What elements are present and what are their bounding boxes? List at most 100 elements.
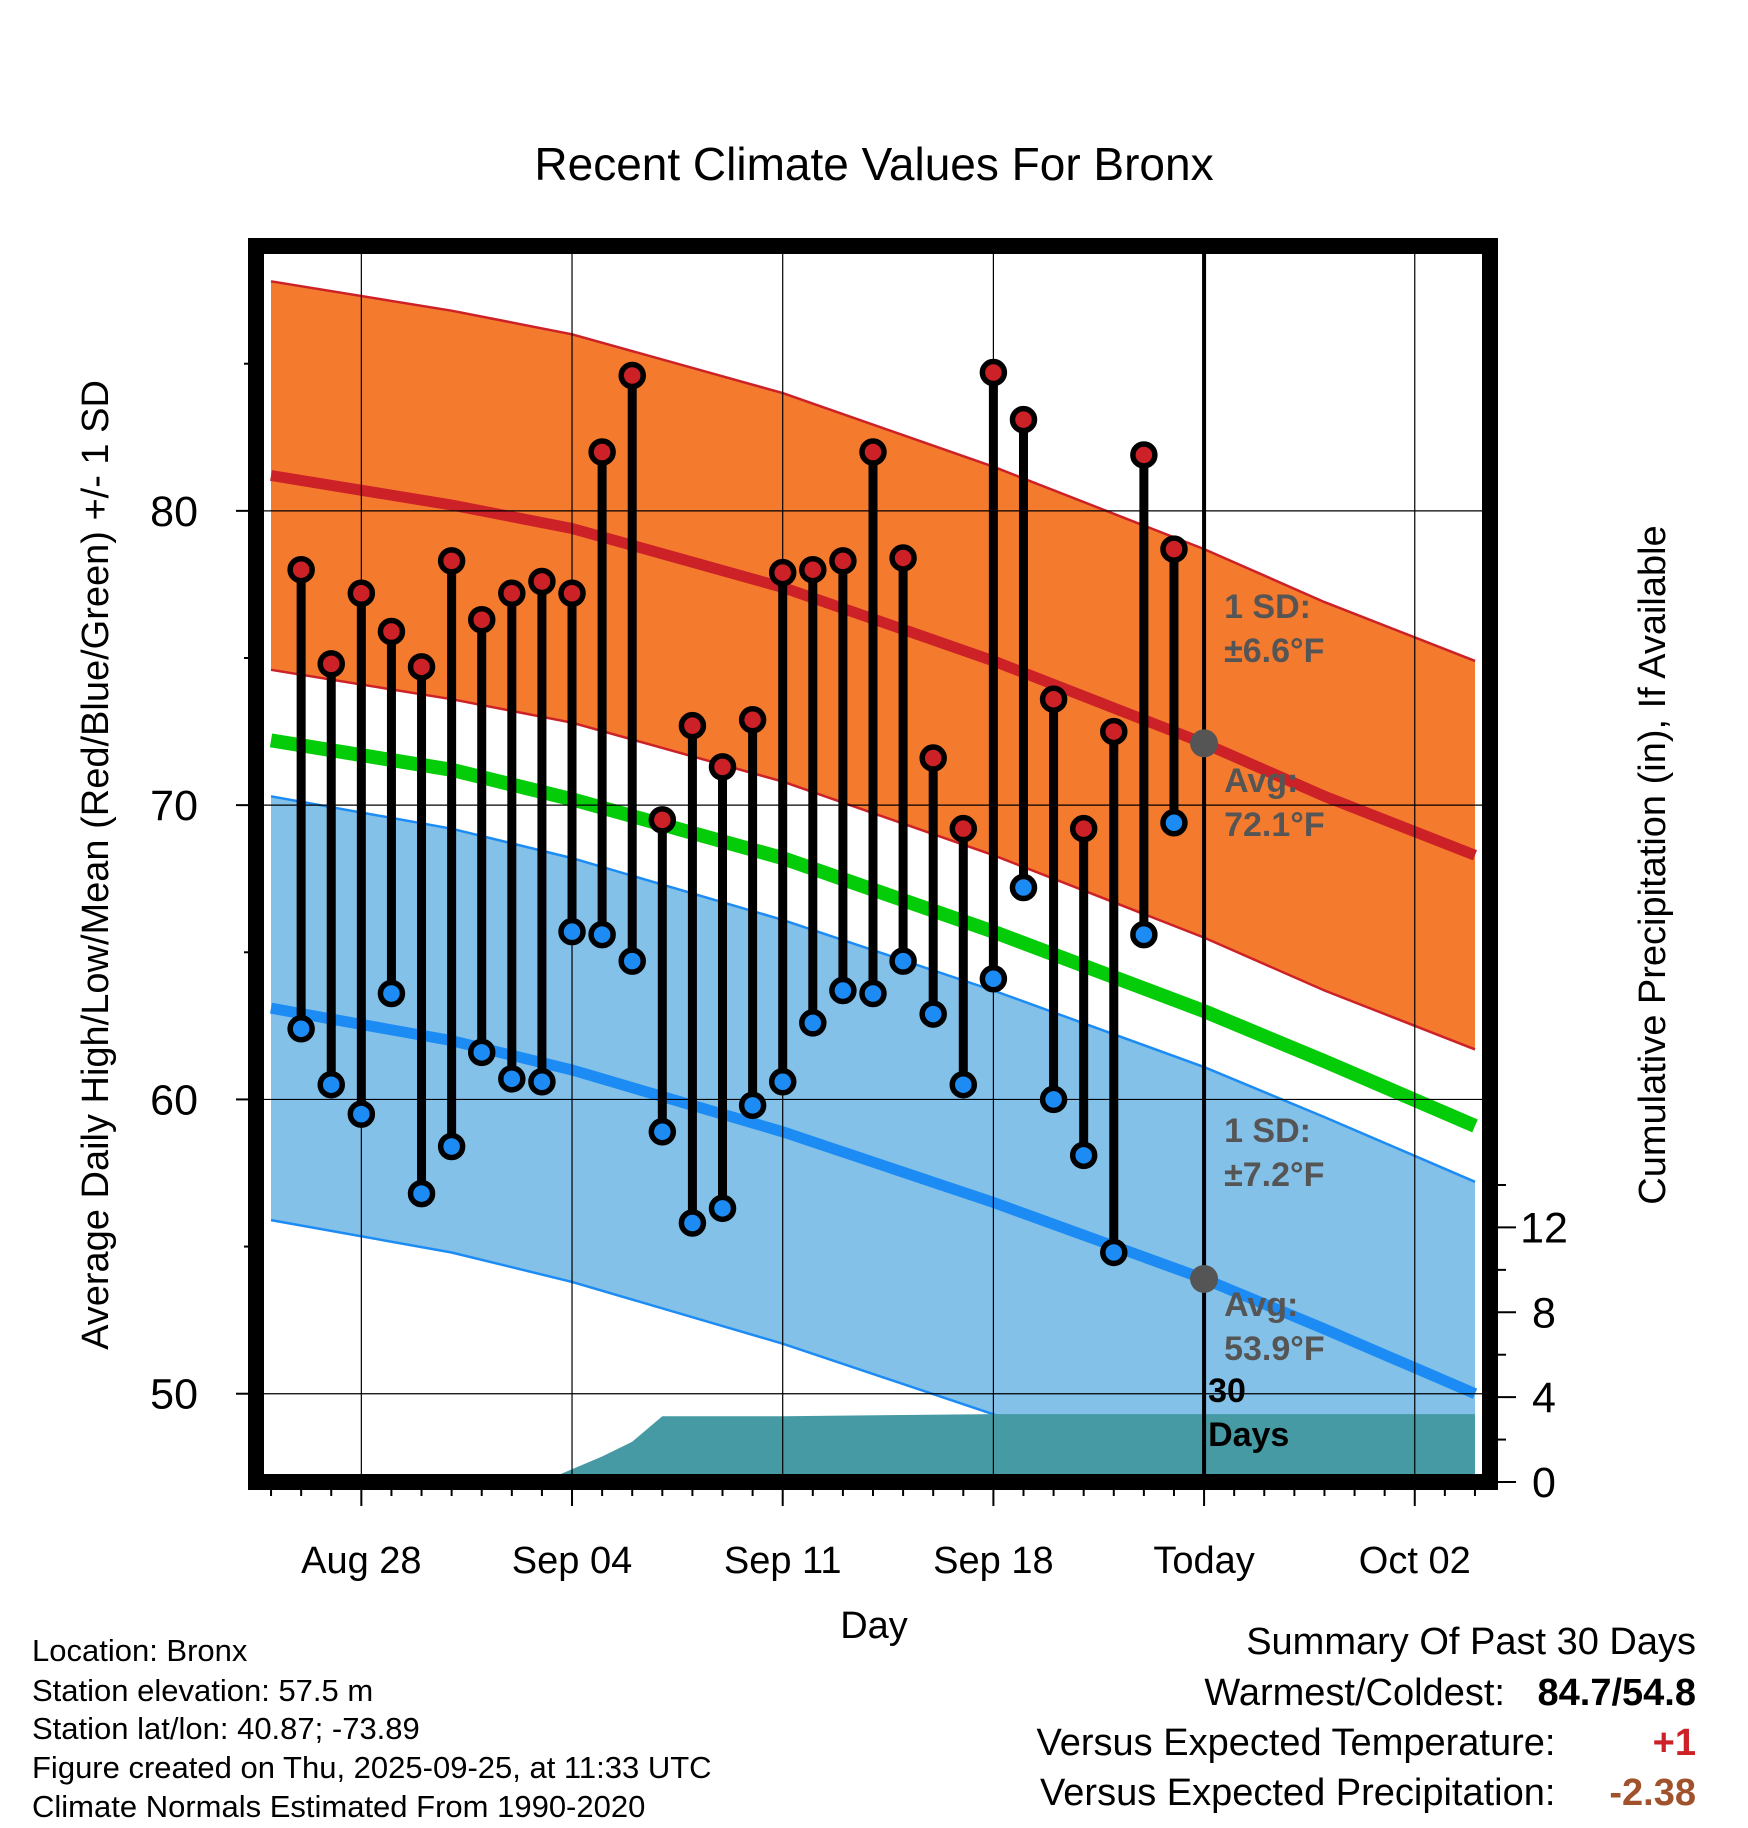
footer-location: Location: Bronx: [32, 1633, 248, 1668]
daily-high-point: [919, 744, 947, 772]
daily-high-point: [859, 438, 887, 466]
daily-low-point: [588, 920, 616, 949]
summary-warmest-label: Warmest/Coldest:: [1204, 1672, 1505, 1714]
daily-high-point: [768, 558, 797, 587]
daily-low-point: [859, 979, 887, 1008]
today-low-avg-annotation: Avg: 53.9°F: [1224, 1286, 1325, 1368]
plot-frame: [248, 238, 1498, 1490]
daily-high-point: [498, 579, 526, 608]
daily-low-point: [799, 1009, 827, 1037]
daily-high-point: [588, 438, 616, 466]
daily-high-point: [618, 361, 646, 390]
daily-low-point: [558, 917, 586, 946]
daily-low-point: [347, 1100, 376, 1128]
daily-high-point: [528, 567, 556, 596]
daily-high-point: [1009, 405, 1038, 434]
daily-high-point: [1160, 535, 1188, 563]
daily-low-point: [1039, 1085, 1068, 1114]
daily-low-point: [829, 976, 857, 1005]
summary-precip-label: Versus Expected Precipitation:: [1040, 1772, 1556, 1814]
daily-high-point: [889, 544, 917, 572]
y-tick-label: 70: [150, 782, 198, 830]
daily-low-point: [528, 1068, 556, 1096]
daily-low-point: [889, 947, 917, 975]
daily-low-point: [738, 1091, 767, 1120]
normal-high-line: [270, 470, 1478, 861]
y2-tick-label: 12: [1520, 1204, 1568, 1252]
chart-title: Recent Climate Values For Bronx: [534, 138, 1213, 190]
daily-high-point: [317, 650, 345, 678]
daily-low-point: [287, 1015, 315, 1043]
daily-low-point: [1130, 920, 1158, 949]
y-axis-label: Average Daily High/Low/Mean (Red/Blue/Gr…: [75, 380, 117, 1350]
daily-low-point: [768, 1068, 797, 1096]
daily-low-point: [678, 1209, 707, 1237]
daily-low-point: [648, 1118, 677, 1146]
daily-high-point: [979, 358, 1008, 387]
summary-temp-row: Versus Expected Temperature: +1: [1037, 1722, 1696, 1765]
period-annotation: 30 Days: [1208, 1372, 1289, 1454]
footer-created: Figure created on Thu, 2025-09-25, at 11…: [32, 1750, 712, 1785]
daily-low-point: [498, 1065, 526, 1093]
low-sd-annotation: 1 SD: ±7.2°F: [1224, 1112, 1324, 1194]
daily-low-point: [407, 1179, 436, 1208]
x-tick-label: Today: [1153, 1540, 1254, 1582]
y2-tick-label: 0: [1532, 1459, 1556, 1507]
daily-low-point: [437, 1132, 466, 1161]
summary-temp-label: Versus Expected Temperature:: [1036, 1722, 1556, 1764]
daily-high-point: [1130, 441, 1158, 469]
high-sd-upper-edge: [270, 280, 1476, 663]
precipitation-area: [541, 1414, 1475, 1482]
y-tick-label: 60: [150, 1076, 198, 1124]
daily-high-point: [377, 617, 406, 646]
today-high-avg-annotation: Avg: 72.1°F: [1224, 762, 1325, 844]
daily-high-point: [1100, 717, 1128, 746]
daily-high-point: [467, 605, 496, 634]
data-marks: 1 SD: ±6.6°F Avg: 72.1°F 1 SD: ±7.2°F Avg: 53.9…: [287, 246, 1325, 1482]
daily-low-point: [949, 1070, 978, 1099]
daily-low-point: [467, 1038, 496, 1067]
daily-low-point: [377, 979, 406, 1008]
y2-tick-label: 8: [1532, 1289, 1556, 1337]
daily-high-point: [407, 653, 436, 681]
today-high-avg-dot: [1190, 729, 1219, 758]
y-tick-label: 50: [150, 1371, 198, 1419]
low-sd-lower-edge: [270, 1218, 1184, 1482]
daily-low-point: [708, 1194, 737, 1223]
low-sd-upper-edge: [270, 795, 1476, 1183]
y2-axis-label: Cumulative Precipitation (in), If Availa…: [1632, 525, 1674, 1204]
daily-high-point: [829, 547, 857, 575]
summary-warmest-value: 84.7/54.8: [1537, 1672, 1696, 1714]
daily-high-point: [799, 555, 827, 584]
daily-low-point: [1009, 873, 1038, 902]
daily-high-point: [347, 579, 376, 608]
daily-low-point: [618, 947, 646, 975]
y-tick-label: 80: [150, 488, 198, 536]
daily-high-point: [437, 547, 466, 575]
y2-tick-label: 4: [1532, 1374, 1556, 1422]
normal-mean-line: [269, 733, 1478, 1133]
summary-precip-row: Versus Expected Precipitation: -2.38: [1040, 1772, 1696, 1815]
footer-elevation: Station elevation: 57.5 m: [32, 1673, 374, 1708]
today-low-avg-dot: [1190, 1264, 1219, 1293]
daily-high-point: [708, 753, 737, 781]
x-tick-label: Sep 18: [933, 1540, 1053, 1582]
daily-high-point: [949, 814, 978, 843]
daily-low-point: [919, 1000, 947, 1028]
high-sd-lower-edge: [270, 668, 1476, 1051]
daily-high-point: [1069, 814, 1098, 843]
daily-low-point: [317, 1070, 345, 1099]
daily-high-point: [1039, 685, 1068, 713]
footer-normals: Climate Normals Estimated From 1990-2020: [32, 1789, 646, 1824]
daily-low-point: [1160, 809, 1188, 837]
axes: 50 60 70 80 0 4 8 12 Aug 28 Sep 04 Sep 11 Sep 18 Tod…: [150, 362, 1568, 1582]
summary-warmest-row: Warmest/Coldest: 84.7/54.8: [1204, 1672, 1696, 1715]
x-tick-label: Sep 11: [724, 1540, 842, 1582]
daily-high-point: [648, 806, 677, 834]
footer-latlon: Station lat/lon: 40.87; -73.89: [32, 1711, 420, 1746]
daily-high-point: [558, 579, 586, 608]
daily-low-point: [1069, 1141, 1098, 1170]
summary-title: Summary Of Past 30 Days: [1246, 1621, 1696, 1663]
high-sd-annotation: 1 SD: ±6.6°F: [1224, 588, 1324, 670]
